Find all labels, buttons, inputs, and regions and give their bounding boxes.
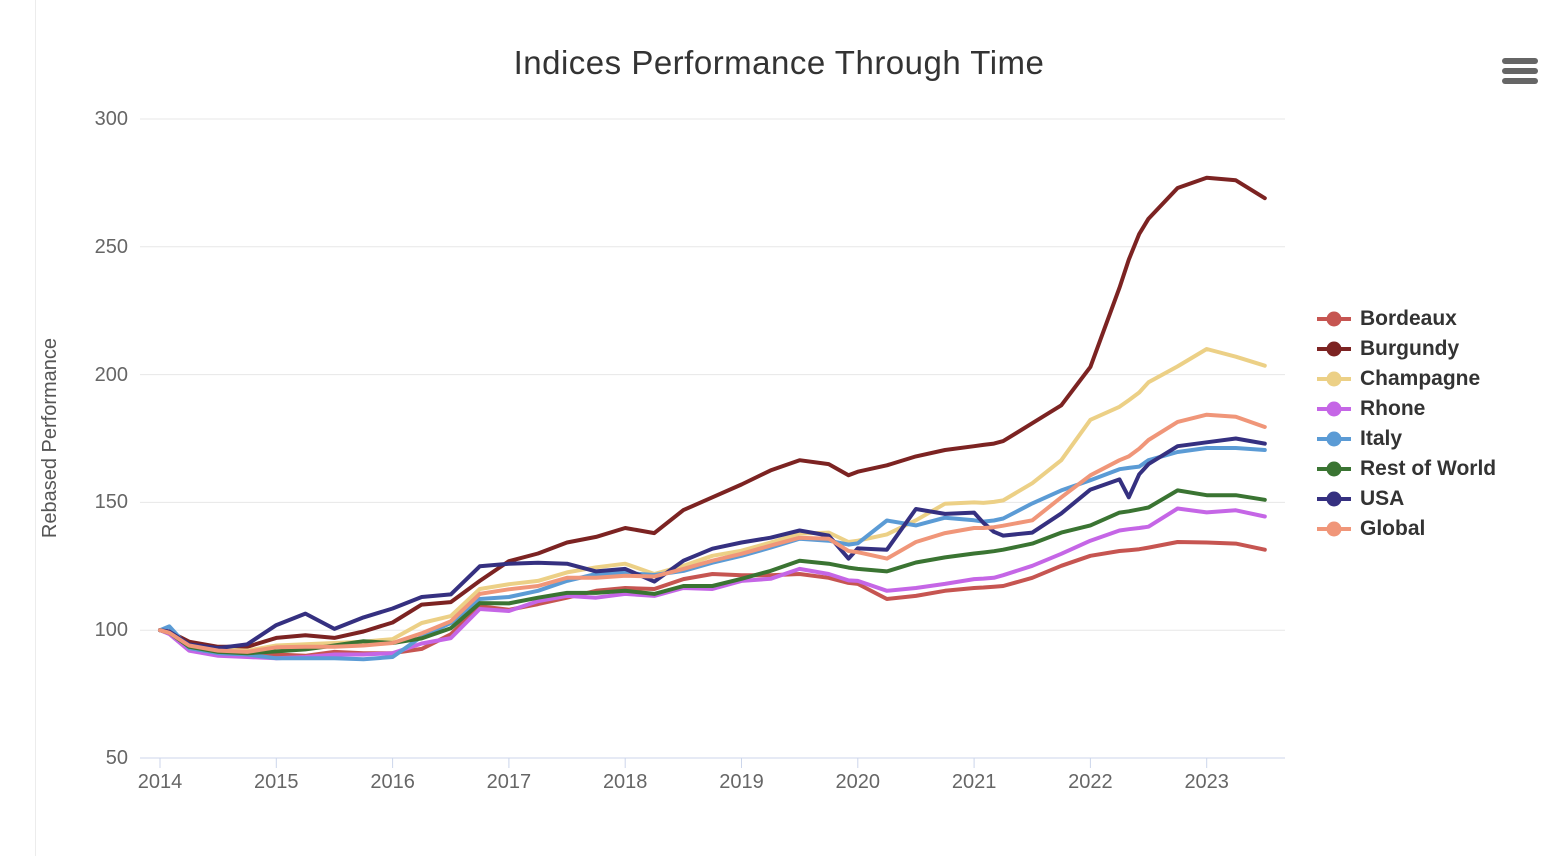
y-tick-label-50: 50 [105, 747, 128, 769]
y-tick-label-250: 250 [94, 235, 128, 258]
page-left-border [35, 0, 36, 856]
y-tick-label-200: 200 [94, 363, 128, 386]
legend-marker-icon [1317, 431, 1351, 447]
legend-item-italy[interactable]: Italy [1316, 424, 1496, 454]
chart-title: Indices Performance Through Time [513, 44, 1045, 81]
legend-marker-icon [1317, 371, 1351, 387]
x-tick-label-2022: 2022 [1068, 771, 1113, 793]
legend-item-champagne[interactable]: Champagne [1316, 364, 1496, 394]
series-line-global[interactable] [158, 412, 1267, 654]
legend-item-global[interactable]: Global [1316, 514, 1496, 544]
x-tick-label-2019: 2019 [719, 771, 764, 793]
series-line-burgundy[interactable] [158, 175, 1267, 649]
legend-label: Italy [1360, 427, 1403, 450]
series-line-rhone[interactable] [158, 506, 1267, 661]
legend-item-bordeaux[interactable]: Bordeaux [1316, 304, 1496, 334]
series-line-usa[interactable] [158, 436, 1267, 651]
y-tick-label-300: 300 [94, 108, 128, 130]
x-tick-label-2017: 2017 [486, 771, 532, 793]
legend-marker-icon [1317, 401, 1351, 417]
legend-item-rest-of-world[interactable]: Rest of World [1316, 454, 1496, 484]
legend-marker-icon [1317, 491, 1351, 507]
legend-marker-icon [1317, 521, 1351, 537]
legend-label: Champagne [1360, 367, 1481, 390]
series-line-bordeaux[interactable] [158, 540, 1267, 658]
legend-label: Global [1360, 517, 1426, 540]
legend-marker-icon [1317, 461, 1351, 477]
x-tick-label-2016: 2016 [370, 771, 415, 793]
y-tick-label-150: 150 [94, 491, 128, 514]
legend-marker-icon [1317, 341, 1351, 357]
legend-label: Rhone [1360, 397, 1426, 420]
legend-item-rhone[interactable]: Rhone [1316, 394, 1496, 424]
legend-item-burgundy[interactable]: Burgundy [1316, 334, 1496, 364]
legend-label: USA [1360, 487, 1405, 510]
x-tick-label-2021: 2021 [951, 771, 997, 793]
x-tick-label-2020: 2020 [835, 771, 881, 793]
x-tick-label-2015: 2015 [254, 771, 299, 793]
x-tick-label-2014: 2014 [137, 771, 183, 793]
series-line-rest-of-world[interactable] [158, 488, 1267, 656]
chart-context-menu-button[interactable] [1494, 50, 1546, 92]
series-line-champagne[interactable] [158, 347, 1267, 653]
x-tick-label-2018: 2018 [602, 771, 648, 793]
legend-item-usa[interactable]: USA [1316, 484, 1496, 514]
legend-label: Burgundy [1360, 337, 1460, 360]
y-tick-label-100: 100 [94, 619, 128, 642]
legend: Bordeaux Burgundy Champagne Rhone Italy Rest … [1316, 304, 1496, 544]
legend-label: Rest of World [1360, 457, 1497, 480]
legend-marker-icon [1317, 311, 1351, 327]
x-tick-label-2023: 2023 [1184, 771, 1229, 793]
legend-label: Bordeaux [1360, 307, 1457, 330]
